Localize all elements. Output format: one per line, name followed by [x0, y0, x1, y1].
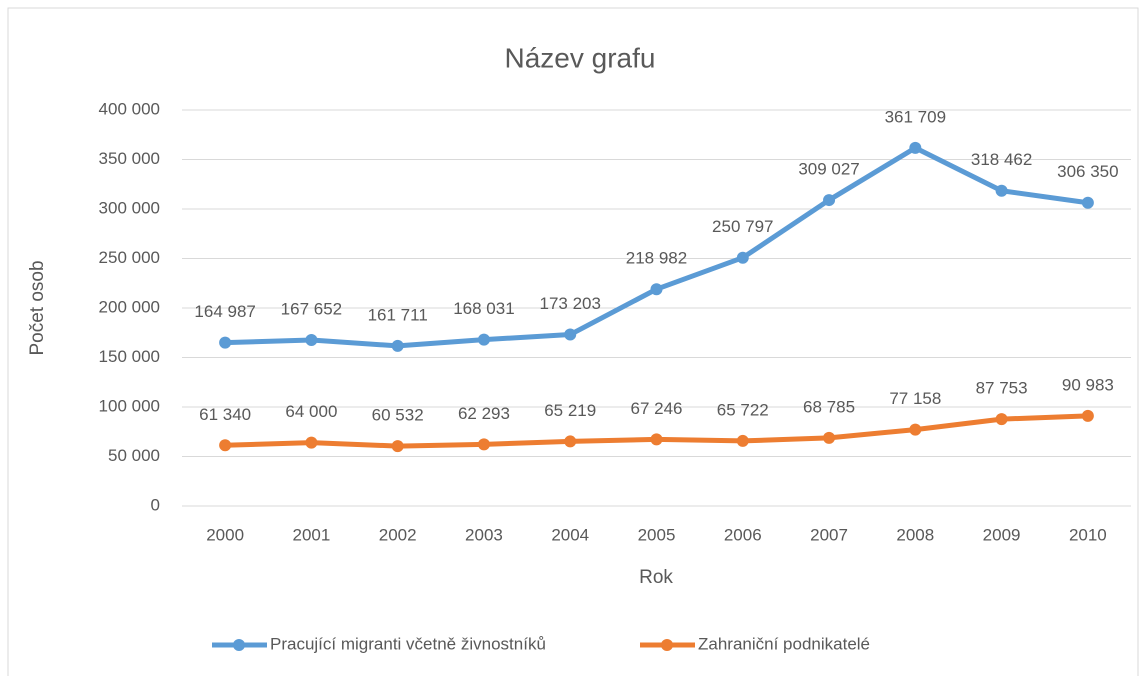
data-point	[477, 333, 490, 346]
x-axis-label: Rok	[639, 567, 673, 588]
y-tick-label: 350 000	[99, 149, 160, 168]
data-point	[650, 433, 663, 446]
data-label: 60 532	[372, 406, 424, 425]
data-point	[736, 251, 749, 264]
data-label: 309 027	[798, 160, 859, 179]
chart-title: Název grafu	[505, 42, 656, 73]
data-label: 250 797	[712, 217, 773, 236]
y-tick-label: 0	[151, 495, 160, 514]
data-point	[909, 423, 922, 436]
data-label: 218 982	[626, 249, 687, 268]
data-point	[564, 328, 577, 341]
data-label: 65 219	[544, 401, 596, 420]
y-axis-label: Počet osob	[27, 260, 48, 355]
data-label: 318 462	[971, 150, 1032, 169]
x-tick-label: 2010	[1069, 525, 1107, 544]
y-tick-label: 400 000	[99, 99, 160, 118]
data-label: 161 711	[368, 305, 428, 324]
x-tick-label: 2007	[810, 525, 848, 544]
data-point	[305, 334, 318, 347]
data-point	[477, 438, 490, 451]
data-point	[305, 436, 318, 449]
data-label: 68 785	[803, 397, 855, 416]
data-label: 90 983	[1062, 375, 1114, 394]
x-tick-label: 2000	[206, 525, 244, 544]
data-label: 62 293	[458, 404, 510, 423]
chart-frame	[7, 7, 1139, 676]
data-point	[909, 141, 922, 154]
data-label: 61 340	[199, 405, 251, 424]
data-point	[995, 413, 1008, 426]
data-point	[995, 184, 1008, 197]
data-point	[736, 434, 749, 447]
data-label: 306 350	[1057, 162, 1118, 181]
x-tick-label: 2002	[379, 525, 417, 544]
data-label: 167 652	[281, 300, 342, 319]
x-tick-label: 2006	[724, 525, 762, 544]
y-tick-label: 300 000	[99, 198, 160, 217]
data-label: 87 753	[976, 379, 1028, 398]
data-point	[391, 440, 404, 453]
data-point	[1081, 196, 1094, 209]
y-tick-label: 50 000	[108, 446, 160, 465]
x-tick-label: 2003	[465, 525, 503, 544]
x-tick-label: 2001	[292, 525, 330, 544]
x-tick-label: 2004	[551, 525, 589, 544]
x-tick-label: 2008	[896, 525, 934, 544]
data-point	[650, 283, 663, 296]
x-tick-label: 2005	[638, 525, 676, 544]
data-label: 67 246	[631, 399, 683, 418]
legend-label: Pracující migranti včetně živnostníků	[270, 634, 546, 653]
data-label: 173 203	[540, 294, 601, 313]
data-label: 164 987	[194, 302, 255, 321]
data-label: 65 722	[717, 400, 769, 419]
data-point	[1081, 409, 1094, 422]
x-tick-label: 2009	[983, 525, 1021, 544]
data-label: 77 158	[889, 389, 941, 408]
data-point	[823, 194, 836, 207]
data-label: 361 709	[885, 107, 946, 126]
y-tick-label: 100 000	[99, 396, 160, 415]
y-tick-label: 150 000	[99, 347, 160, 366]
data-label: 168 031	[453, 299, 514, 318]
legend-label: Zahraniční podnikatelé	[698, 634, 870, 653]
data-point	[823, 431, 836, 444]
data-point	[564, 435, 577, 448]
data-label: 64 000	[285, 402, 337, 421]
y-tick-label: 250 000	[99, 248, 160, 267]
y-tick-label: 200 000	[99, 297, 160, 316]
legend-marker	[661, 639, 673, 651]
data-point	[391, 339, 404, 352]
legend-marker	[233, 639, 245, 651]
data-point	[219, 439, 232, 452]
data-point	[219, 336, 232, 349]
